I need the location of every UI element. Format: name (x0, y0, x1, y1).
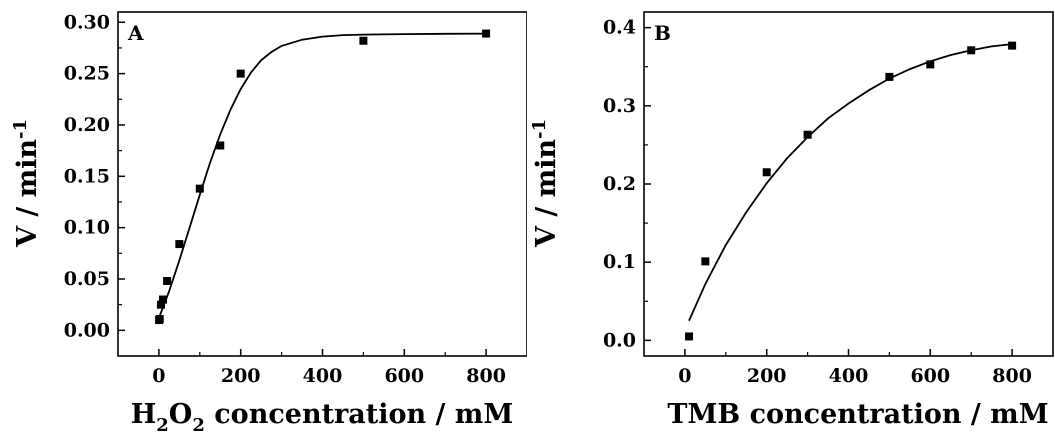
x-axis-label-part-a: concentration / mM (205, 399, 513, 430)
panel-label-a: A (127, 21, 144, 45)
y-axis-label-main-a: V / min (12, 139, 43, 248)
x-axis-label-b: TMB concentration / mM (667, 399, 1048, 430)
x-tick-label-a: 0 (152, 365, 165, 387)
fit-curve-b (688, 43, 1013, 322)
x-axis-label-part-a: 2 (156, 415, 169, 432)
data-point-a (155, 315, 164, 324)
y-tick-label-b: 0.1 (603, 251, 636, 273)
y-axis-label-b: V / min-1 (529, 119, 562, 248)
x-axis-label-part-a: H (131, 399, 157, 430)
chart-panel-a: 0 200 400 600 800 0.00 0.05 0.10 0.15 0.20 0.25 0.3… (0, 0, 528, 436)
x-axis-label-part-a: O (169, 399, 193, 430)
data-point-b (803, 130, 812, 139)
x-tick-label-b: 200 (747, 365, 787, 387)
y-tick-label-a: 0.05 (64, 268, 110, 290)
data-point-a (359, 36, 368, 45)
x-tick-label-b: 800 (992, 365, 1032, 387)
y-tick-label-a: 0.00 (64, 319, 110, 341)
x-tick-label-b: 600 (910, 365, 950, 387)
x-axis-label-part-a: 2 (192, 415, 205, 432)
y-tick-label-b: 0.4 (603, 17, 636, 39)
x-tick-label-a: 200 (221, 365, 261, 387)
data-point-a (163, 277, 172, 286)
data-point-a (482, 29, 491, 38)
x-axis-label-a: H2O2 concentration / mM (131, 399, 514, 432)
x-tick-label-a: 400 (303, 365, 343, 387)
x-tick-label-b: 0 (678, 365, 691, 387)
data-point-b (1008, 41, 1017, 50)
chart-a-svg: 0 200 400 600 800 0.00 0.05 0.10 0.15 0.20 0.25 0.3… (10, 11, 528, 436)
data-point-a (195, 184, 204, 193)
y-axis-label-a: V / min-1 (10, 119, 43, 248)
chart-panel-b: 0 200 400 600 800 0.0 0.1 0.2 0.3 0.4 B V / min-1 TM… (527, 0, 1055, 432)
y-axis-label-sup-a: -1 (10, 119, 31, 139)
data-point-a (236, 69, 245, 78)
y-tick-label-a: 0.25 (64, 63, 110, 85)
y-axis-label-main-b: V / min (531, 139, 562, 248)
y-tick-label-b: 0.3 (603, 95, 636, 117)
plot-frame-a (117, 11, 528, 357)
y-axis-label-sup-b: -1 (529, 119, 550, 139)
panel-label-b: B (654, 21, 671, 45)
x-tick-label-a: 600 (384, 365, 424, 387)
data-point-b (926, 60, 935, 69)
data-point-b (762, 168, 771, 177)
x-tick-label-b: 400 (829, 365, 869, 387)
data-point-b (967, 46, 976, 55)
y-tick-label-a: 0.30 (64, 11, 110, 33)
data-point-a (216, 141, 225, 150)
plot-frame-b (643, 11, 1054, 357)
y-tick-label-a: 0.15 (64, 165, 110, 187)
y-tick-label-b: 0.2 (603, 173, 636, 195)
data-point-a (156, 300, 165, 309)
data-point-a (175, 240, 184, 249)
fit-curve-a (158, 32, 487, 319)
data-point-b (885, 72, 894, 81)
x-tick-label-a: 800 (466, 365, 506, 387)
y-tick-label-a: 0.10 (64, 217, 110, 239)
chart-b-svg: 0 200 400 600 800 0.0 0.1 0.2 0.3 0.4 B V / min-1 TM… (529, 11, 1054, 430)
data-point-b (701, 257, 710, 266)
y-tick-label-b: 0.0 (603, 329, 636, 351)
data-point-b (684, 332, 693, 341)
data-point-a (158, 295, 167, 304)
y-tick-label-a: 0.20 (64, 114, 110, 136)
